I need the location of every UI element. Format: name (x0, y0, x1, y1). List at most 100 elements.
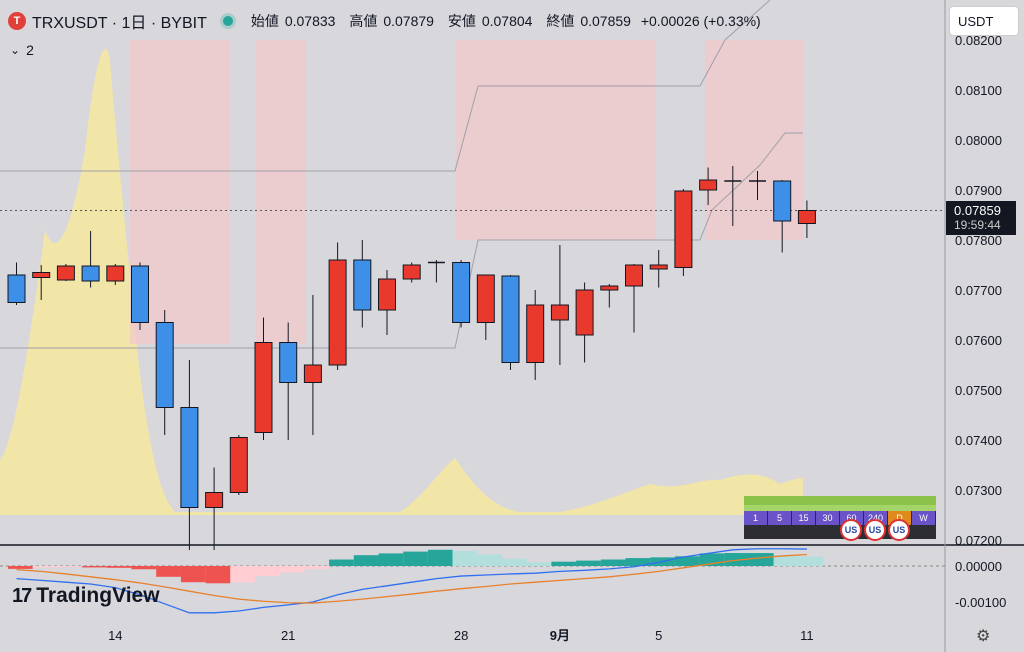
candle-body (600, 285, 619, 291)
timeframe-label[interactable]: 15 (792, 511, 816, 525)
us-event-flags: US US US (840, 519, 910, 541)
candle-body (476, 274, 495, 323)
volume-profile-area (0, 48, 803, 515)
macd-histogram-bar (156, 566, 181, 577)
price-tick-label: 0.07800 (955, 233, 1002, 248)
macd-histogram-bar (279, 566, 305, 573)
us-flag-icon[interactable]: US (864, 519, 886, 541)
candle-body (699, 179, 718, 191)
macd-histogram-bar (798, 556, 824, 566)
channel-upper-line (0, 0, 771, 172)
channel-lower-line (0, 132, 803, 349)
candle-body (56, 265, 75, 281)
us-flag-icon[interactable]: US (840, 519, 862, 541)
price-tick-label: 0.07900 (955, 183, 1002, 198)
close-value: 0.07859 (580, 13, 631, 29)
settings-gear-icon[interactable]: ⚙ (976, 628, 991, 645)
price-tick-label: 0.08100 (955, 83, 1002, 98)
macd-line (16, 548, 807, 614)
time-tick-label: 21 (281, 628, 295, 643)
time-tick-label: 11 (800, 628, 814, 643)
tradingview-logo-icon: 17 (12, 584, 32, 607)
timeframe-label[interactable]: W (912, 511, 936, 525)
tf-row-top (744, 496, 936, 505)
change-value: +0.00026 (+0.33%) (640, 13, 761, 29)
macd-histogram-bar (749, 553, 774, 566)
tf-row-mid (744, 505, 936, 511)
low-value: 0.07804 (481, 13, 533, 29)
candle-body (575, 289, 594, 336)
candle-body (106, 265, 125, 282)
candle-body (328, 259, 347, 366)
open-value: 0.07833 (284, 13, 336, 29)
candle-body (674, 190, 693, 268)
signal-line (16, 553, 807, 604)
price-tick-label: 0.07200 (955, 533, 1002, 548)
time-tick-label: 28 (454, 628, 468, 643)
currency-label: USDT (958, 13, 994, 29)
chart-header: T TRXUSDT · 1日 · BYBIT 始値 0.07833 高値 0.078… (0, 0, 945, 42)
high-value: 0.07879 (383, 13, 434, 29)
macd-histogram-bar (724, 553, 749, 566)
timeframe-label[interactable]: 5 (768, 511, 792, 525)
macd-histogram-bar (576, 560, 601, 566)
candle-body (649, 264, 668, 270)
currency-select[interactable]: USDT (949, 6, 1019, 36)
candle-body (550, 304, 569, 321)
candle-body (797, 210, 816, 224)
macd-histogram-bar (180, 566, 206, 583)
candle-body (378, 278, 396, 311)
high-label: 高値 (349, 13, 378, 29)
macd-histogram-bar (8, 566, 33, 569)
indicator-count: 2 (26, 42, 34, 58)
macd-histogram-bar (106, 566, 132, 568)
macd-histogram-bar (205, 566, 231, 584)
price-tick-label: 0.07600 (955, 333, 1002, 348)
close-label: 終値 (546, 13, 575, 29)
macd-histogram-bar (674, 556, 700, 566)
symbol-title[interactable]: TRXUSDT · 1日 · BYBIT (32, 15, 207, 32)
timeframe-label[interactable]: 1 (744, 511, 768, 525)
ohlc-readout: 始値 0.07833 高値 0.07879 安値 0.07804 終値 0.07859 … (251, 11, 767, 31)
macd-tick-label: -0.00100 (955, 595, 1006, 610)
macd-histogram-bar (452, 550, 478, 566)
low-label: 安値 (447, 13, 476, 29)
macd-histogram-bar (255, 566, 280, 577)
candle-body (625, 264, 643, 287)
candle-body (131, 265, 149, 323)
time-tick-label: 5 (655, 628, 662, 643)
candle-body (501, 275, 520, 363)
macd-histogram-bar (57, 566, 83, 568)
price-tick-label: 0.08200 (955, 33, 1002, 48)
bybit-logo-icon: T (8, 12, 26, 30)
supply-zone (256, 40, 306, 344)
candle-body (205, 492, 224, 508)
candle-body (180, 407, 199, 508)
candle-body (7, 274, 26, 303)
candle-body (402, 264, 421, 280)
macd-histogram-bar (304, 566, 330, 569)
price-tick-label: 0.07400 (955, 433, 1002, 448)
macd-histogram-bar (403, 551, 428, 566)
last-price-label: 0.07859 19:59:44 (946, 201, 1016, 235)
macd-histogram-bar (526, 562, 552, 566)
indicators-toggle[interactable]: ⌄ 2 (10, 42, 34, 58)
macd-tick-label: 0.00000 (955, 559, 1002, 574)
macd-histogram-bar (502, 558, 527, 566)
macd-histogram-bar (82, 566, 107, 568)
price-tick-label: 0.08000 (955, 133, 1002, 148)
candle-body (303, 364, 322, 383)
macd-histogram-bar (625, 558, 651, 566)
candle-body (526, 304, 545, 363)
macd-histogram-bar (477, 554, 502, 566)
macd-histogram-bar (600, 559, 626, 566)
countdown-timer: 19:59:44 (954, 218, 1001, 232)
candle-body (452, 262, 471, 323)
timeframe-label[interactable]: 30 (816, 511, 840, 525)
price-tick-label: 0.07700 (955, 283, 1002, 298)
us-flag-icon[interactable]: US (888, 519, 910, 541)
macd-histogram-bar (353, 555, 379, 566)
price-tick-label: 0.07500 (955, 383, 1002, 398)
candle-body (353, 259, 372, 311)
